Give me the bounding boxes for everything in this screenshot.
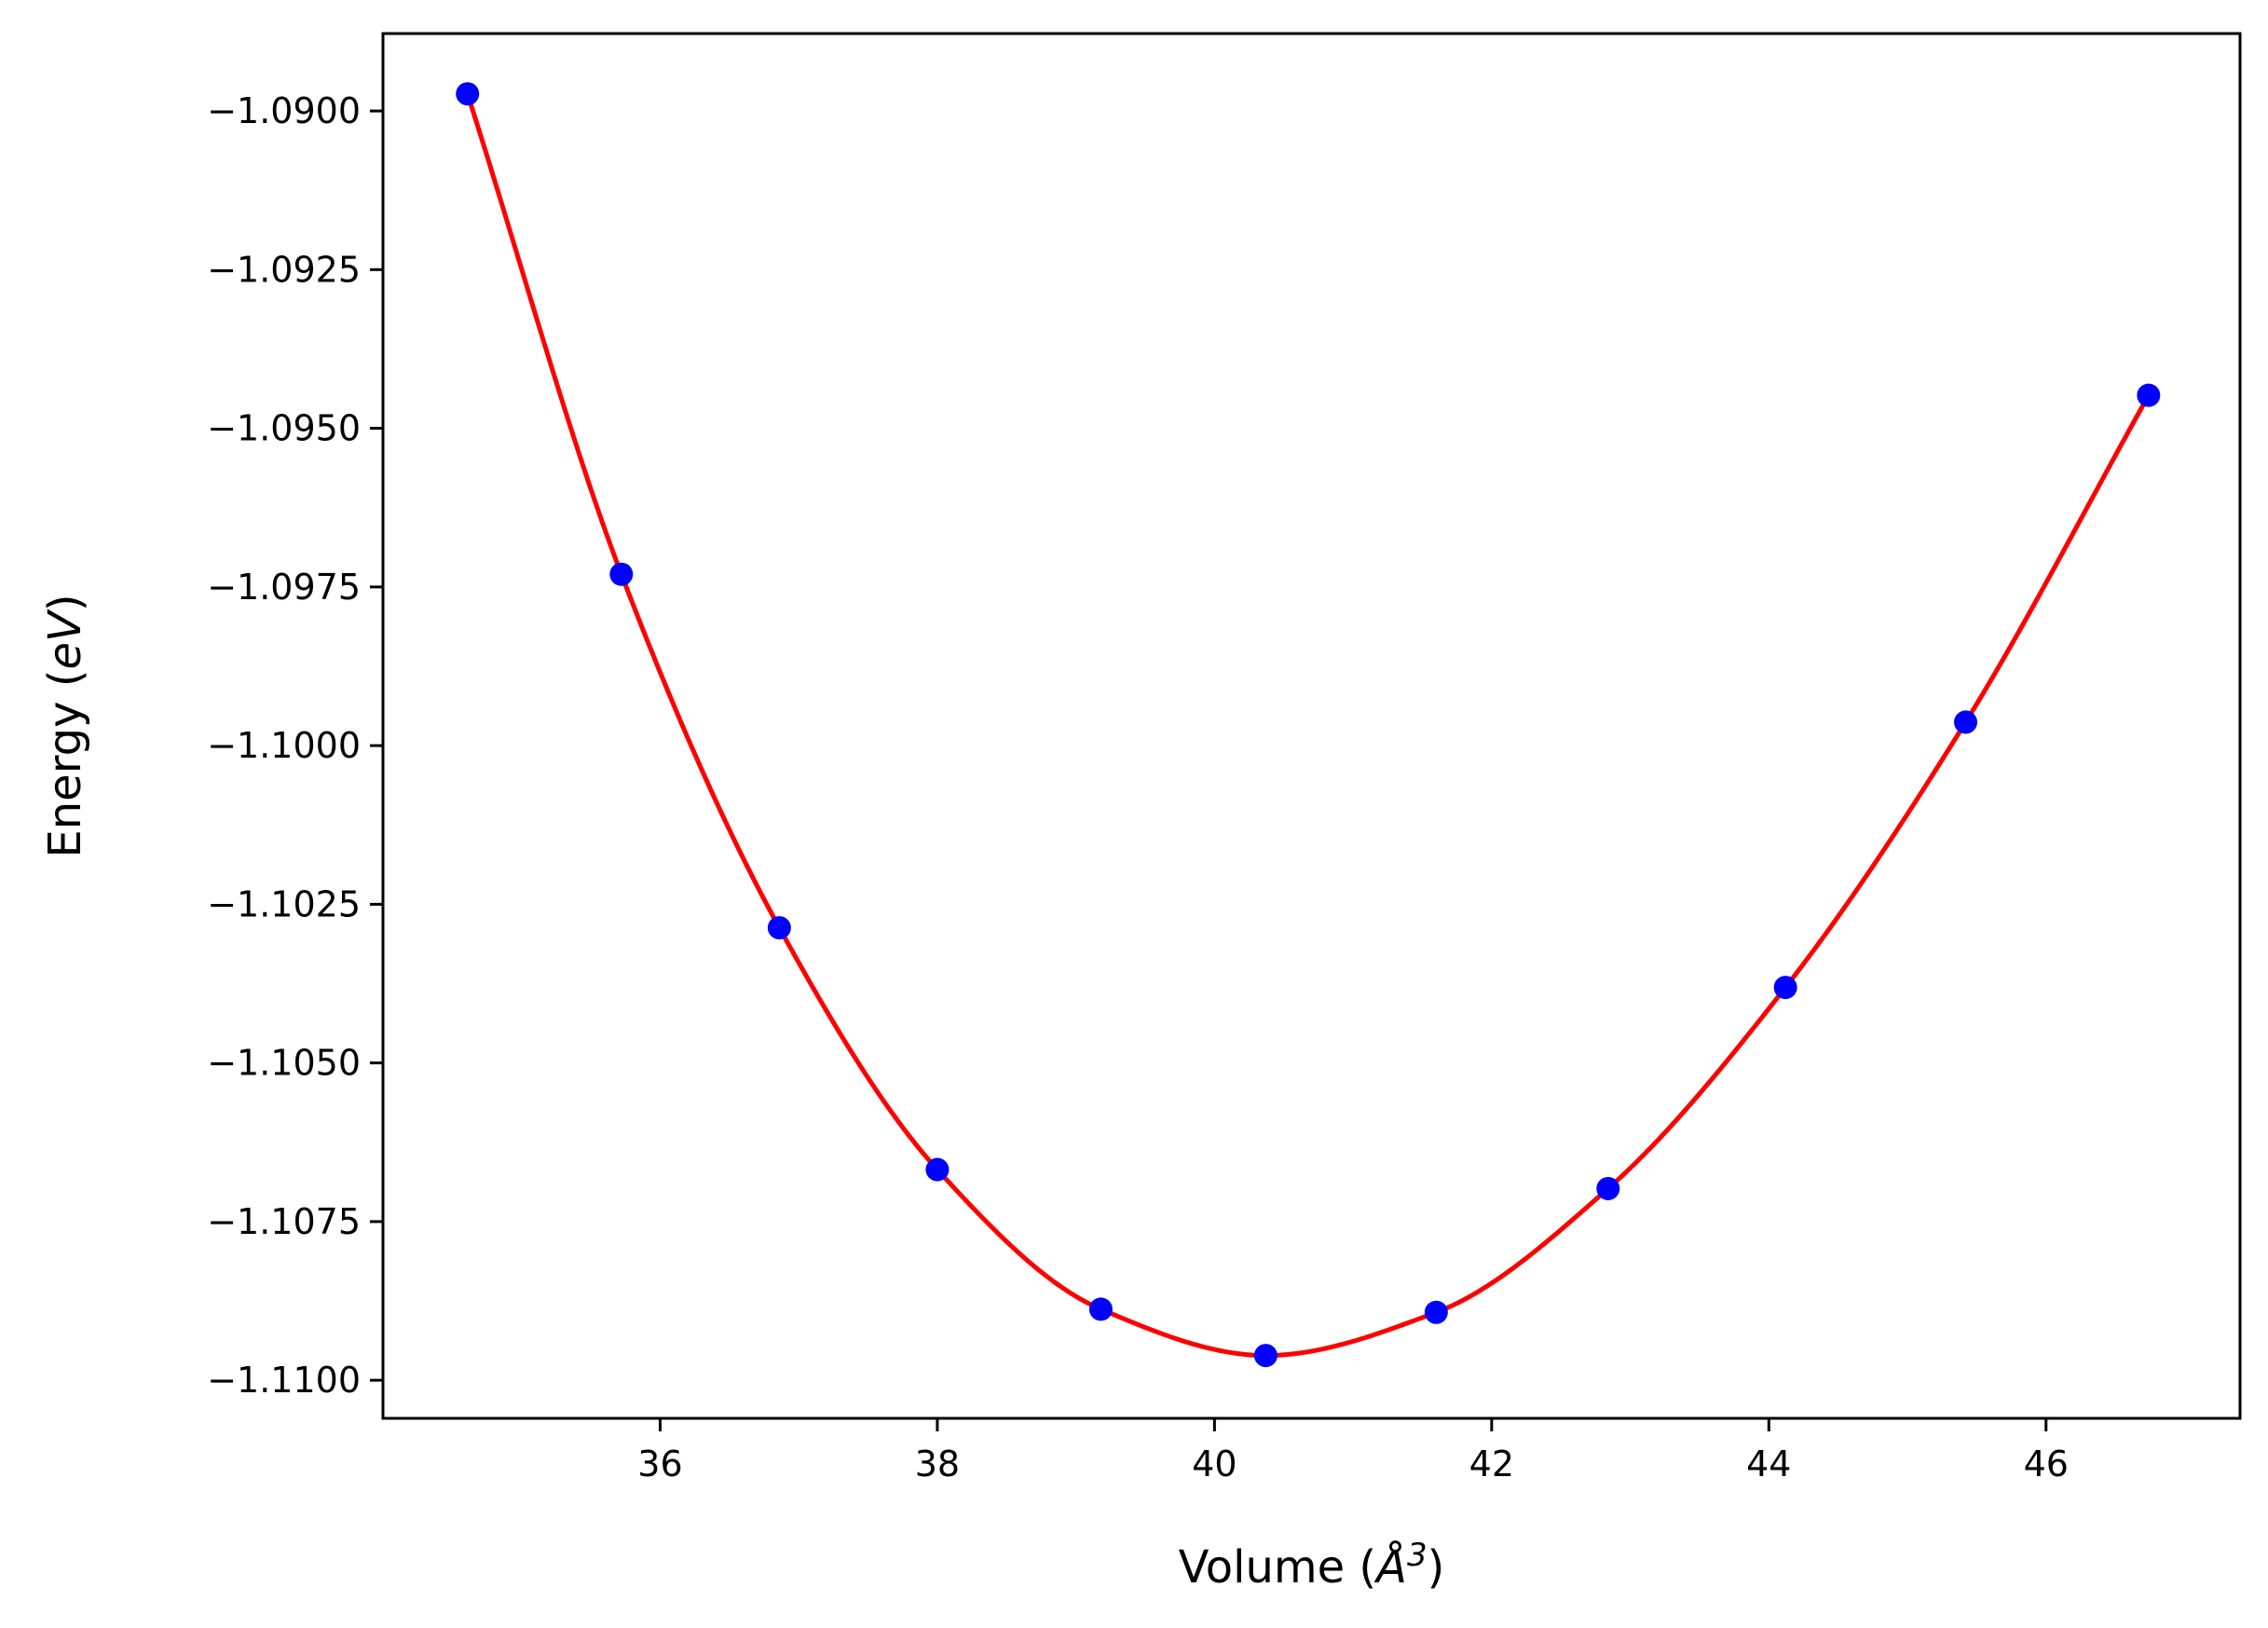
data-point (925, 1157, 950, 1182)
data-point (2137, 383, 2161, 407)
y-axis-label-unit: eV (39, 609, 91, 670)
x-tick-label: 40 (1192, 1443, 1236, 1484)
y-axis-label-main: Energy ( (39, 670, 91, 858)
plot-area (456, 82, 2161, 1368)
data-point (456, 82, 480, 106)
x-tick-label: 46 (2024, 1443, 2069, 1484)
y-tick-label: −1.0975 (207, 567, 361, 608)
data-point (1253, 1344, 1277, 1368)
x-axis-label: Volume (Å3) (1179, 1537, 1445, 1594)
data-point (1954, 710, 1978, 734)
data-point (1424, 1300, 1448, 1324)
data-point (1773, 976, 1797, 1000)
y-tick-label: −1.1075 (207, 1201, 361, 1242)
y-tick-label: −1.0925 (207, 249, 361, 290)
y-axis-ticks: −1.0900 −1.0925 −1.0950 −1.0975 −1.1000 −1.10… (207, 90, 383, 1401)
y-tick-label: −1.0950 (207, 408, 361, 449)
y-tick-label: −1.0900 (207, 90, 361, 131)
data-point (609, 562, 634, 586)
x-tick-label: 36 (637, 1443, 682, 1484)
axes-frame (381, 32, 2242, 1420)
x-axis-label-symbol: Å (1373, 1540, 1407, 1594)
y-tick-label: −1.1100 (207, 1360, 361, 1401)
x-axis-label-main: Volume ( (1179, 1541, 1377, 1594)
x-tick-label: 44 (1746, 1443, 1791, 1484)
data-point (1596, 1176, 1620, 1200)
y-tick-label: −1.1000 (207, 725, 361, 766)
x-axis-label-exponent: 3 (1407, 1537, 1428, 1574)
x-tick-label: 38 (915, 1443, 960, 1484)
y-tick-label: −1.1025 (207, 883, 361, 924)
y-tick-label: −1.1050 (207, 1043, 361, 1084)
x-axis-ticks: 36 38 40 42 44 46 (637, 1418, 2069, 1484)
data-point (767, 916, 791, 940)
x-tick-label: 42 (1469, 1443, 1514, 1484)
x-axis-label-close: ) (1428, 1541, 1445, 1594)
y-axis-label: Energy (eV) (39, 594, 91, 857)
data-point (1088, 1297, 1113, 1321)
y-axis-label-close: ) (39, 594, 91, 611)
